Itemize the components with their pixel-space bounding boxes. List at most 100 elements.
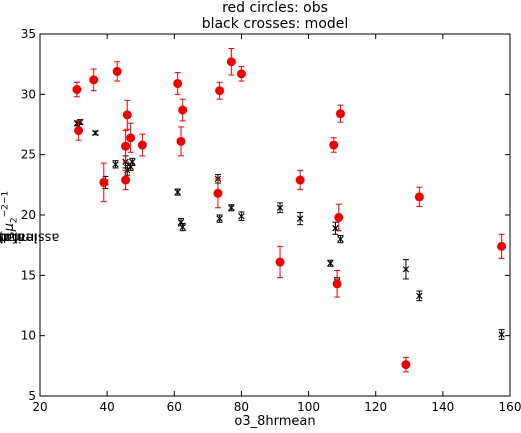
x-tick-label: 80 [234, 400, 249, 414]
obs-point [414, 186, 424, 208]
model-marker [327, 260, 334, 267]
obs-point [176, 126, 186, 157]
obs-marker [401, 360, 411, 370]
model-point [337, 235, 344, 244]
x-tick-label: 100 [297, 400, 320, 414]
model-marker [129, 158, 136, 166]
model-marker [337, 235, 344, 243]
obs-point [74, 120, 84, 141]
obs-marker [112, 66, 122, 76]
obs-point [213, 178, 223, 209]
obs-point [99, 162, 109, 203]
model-marker [332, 225, 339, 232]
obs-point [121, 130, 131, 163]
obs-point [236, 66, 246, 82]
y-tick-label: 10 [21, 329, 36, 343]
obs-point [173, 72, 183, 95]
obs-marker [295, 175, 305, 185]
obs-point [226, 47, 236, 76]
obs-marker [122, 110, 132, 120]
obs-marker [329, 140, 339, 150]
obs-point [329, 137, 339, 153]
y-tick-label: 5 [28, 389, 36, 403]
obs-point [121, 169, 131, 191]
axis-ticks: 20 40 60 80 100 120 140 160 5 10 15 20 25 30 35 [21, 27, 521, 414]
model-marker [174, 188, 181, 196]
x-tick-label: 20 [32, 400, 47, 414]
model-marker [416, 292, 423, 300]
model-point [179, 222, 186, 232]
model-marker [179, 223, 186, 231]
obs-point [334, 203, 344, 232]
obs-marker [497, 241, 507, 251]
obs-marker [121, 175, 131, 185]
model-point [327, 259, 334, 267]
obs-marker [226, 57, 236, 67]
model-marker [276, 204, 284, 211]
model-point [416, 290, 423, 302]
obs-marker [137, 140, 147, 150]
obs-point [122, 99, 132, 130]
model-marker [92, 129, 99, 137]
obs-marker [121, 141, 131, 151]
chart-title-line-2: black crosses: model [201, 16, 349, 32]
obs-point [332, 270, 342, 298]
obs-marker [178, 105, 188, 115]
model-point [276, 202, 284, 214]
obs-marker [74, 126, 84, 136]
obs-point [497, 233, 507, 259]
obs-marker [89, 75, 99, 85]
model-point [402, 259, 410, 280]
model-point [174, 188, 181, 196]
chart-title-line-1: red circles: obs [222, 0, 328, 16]
obs-point [126, 122, 136, 153]
model-marker [228, 204, 235, 211]
model-point [498, 329, 505, 340]
obs-point [275, 245, 285, 279]
obs-point [401, 356, 411, 373]
obs-point [112, 61, 122, 82]
y-tick-label: 35 [21, 27, 36, 41]
obs-marker [173, 78, 183, 88]
model-marker [498, 331, 505, 338]
obs-marker [72, 85, 82, 95]
y-tick-label: 30 [21, 87, 36, 101]
model-point [216, 214, 223, 223]
obs-marker [414, 192, 424, 202]
y-tick-label: 20 [21, 208, 36, 222]
x-tick-label: 40 [100, 400, 115, 414]
obs-marker [126, 133, 136, 143]
model-point [129, 157, 136, 167]
model-point [228, 204, 235, 212]
obs-marker [176, 136, 186, 146]
obs-point [72, 81, 82, 98]
model-point [112, 160, 119, 169]
obs-point [335, 104, 345, 123]
model-point [296, 212, 304, 226]
obs-marker [236, 69, 246, 79]
x-tick-label: 160 [499, 400, 521, 414]
data-marks [72, 47, 507, 373]
x-tick-label: 60 [167, 400, 182, 414]
x-tick-label: 120 [364, 400, 387, 414]
model-marker [216, 215, 223, 222]
model-point [92, 129, 99, 137]
model-marker [112, 161, 119, 168]
model-marker [238, 212, 245, 220]
y-tick-label: 25 [21, 148, 36, 162]
obs-marker [213, 188, 223, 198]
obs-marker [215, 86, 225, 96]
obs-marker [335, 109, 345, 119]
obs-point [215, 81, 225, 100]
model-marker [296, 215, 304, 222]
obs-marker [334, 212, 344, 222]
model-point [238, 211, 245, 221]
obs-point [137, 133, 147, 157]
obs-point [178, 98, 188, 122]
model-marker [402, 266, 410, 273]
plot-frame [39, 33, 511, 397]
y-tick-label: 15 [21, 268, 36, 282]
model-point [332, 221, 339, 235]
obs-marker [332, 279, 342, 289]
